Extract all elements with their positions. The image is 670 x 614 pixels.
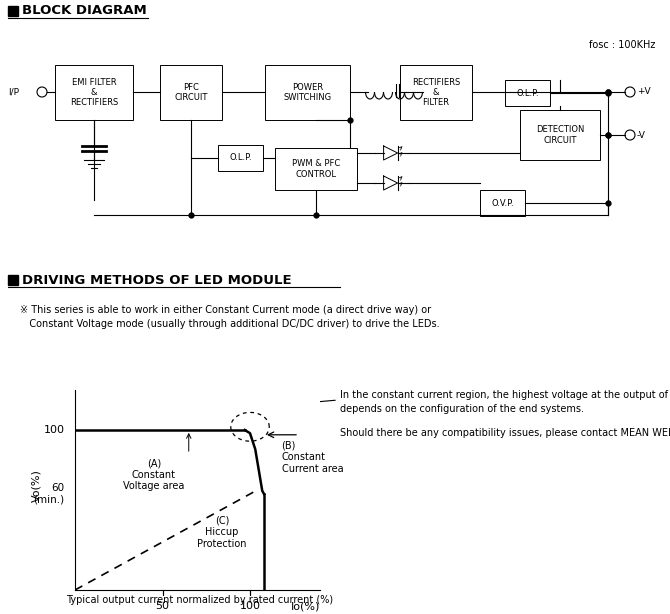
FancyBboxPatch shape <box>505 80 550 106</box>
Text: 50: 50 <box>155 601 170 611</box>
Text: fosc : 100KHz: fosc : 100KHz <box>589 40 655 50</box>
FancyBboxPatch shape <box>160 65 222 120</box>
Circle shape <box>625 130 635 140</box>
Text: (C)
Hiccup
Protection: (C) Hiccup Protection <box>197 516 247 549</box>
Text: In the constant current region, the highest voltage at the output of the driver: In the constant current region, the high… <box>340 390 670 400</box>
Text: Typical output current normalized by rated current (%): Typical output current normalized by rat… <box>66 595 334 605</box>
FancyBboxPatch shape <box>218 145 263 171</box>
FancyBboxPatch shape <box>520 110 600 160</box>
Text: BLOCK DIAGRAM: BLOCK DIAGRAM <box>22 4 147 18</box>
Text: Io(%): Io(%) <box>291 601 320 611</box>
Text: 60
(min.): 60 (min.) <box>34 483 64 505</box>
Circle shape <box>37 87 47 97</box>
Text: PFC
CIRCUIT: PFC CIRCUIT <box>174 83 208 102</box>
Text: O.V.P.: O.V.P. <box>491 198 514 208</box>
Text: I/P: I/P <box>8 88 19 96</box>
FancyBboxPatch shape <box>265 65 350 120</box>
Bar <box>8 275 18 285</box>
Text: PWM & PFC
CONTROL: PWM & PFC CONTROL <box>292 159 340 179</box>
Bar <box>8 6 18 16</box>
Text: RECTIFIERS
&
FILTER: RECTIFIERS & FILTER <box>412 77 460 107</box>
FancyBboxPatch shape <box>480 190 525 216</box>
Text: POWER
SWITCHING: POWER SWITCHING <box>283 83 332 102</box>
Text: Should there be any compatibility issues, please contact MEAN WELL.: Should there be any compatibility issues… <box>340 428 670 438</box>
FancyBboxPatch shape <box>400 65 472 120</box>
Text: O.L.P.: O.L.P. <box>229 154 252 163</box>
FancyBboxPatch shape <box>275 148 357 190</box>
Text: depends on the configuration of the end systems.: depends on the configuration of the end … <box>340 404 584 414</box>
Circle shape <box>625 87 635 97</box>
Text: (A)
Constant
Voltage area: (A) Constant Voltage area <box>123 458 184 491</box>
Text: ※ This series is able to work in either Constant Current mode (a direct drive wa: ※ This series is able to work in either … <box>20 305 431 315</box>
Text: DRIVING METHODS OF LED MODULE: DRIVING METHODS OF LED MODULE <box>22 273 291 287</box>
Text: +V: +V <box>637 88 651 96</box>
Text: 100: 100 <box>44 425 64 435</box>
Text: Constant Voltage mode (usually through additional DC/DC driver) to drive the LED: Constant Voltage mode (usually through a… <box>20 319 440 329</box>
Text: Vo(%): Vo(%) <box>31 470 42 502</box>
Text: 100: 100 <box>239 601 261 611</box>
Text: DETECTION
CIRCUIT: DETECTION CIRCUIT <box>536 125 584 145</box>
Text: (B)
Constant
Current area: (B) Constant Current area <box>281 441 343 474</box>
Text: EMI FILTER
&
RECTIFIERS: EMI FILTER & RECTIFIERS <box>70 77 118 107</box>
FancyBboxPatch shape <box>55 65 133 120</box>
Text: -V: -V <box>637 131 646 139</box>
Text: O.L.P.: O.L.P. <box>516 88 539 98</box>
